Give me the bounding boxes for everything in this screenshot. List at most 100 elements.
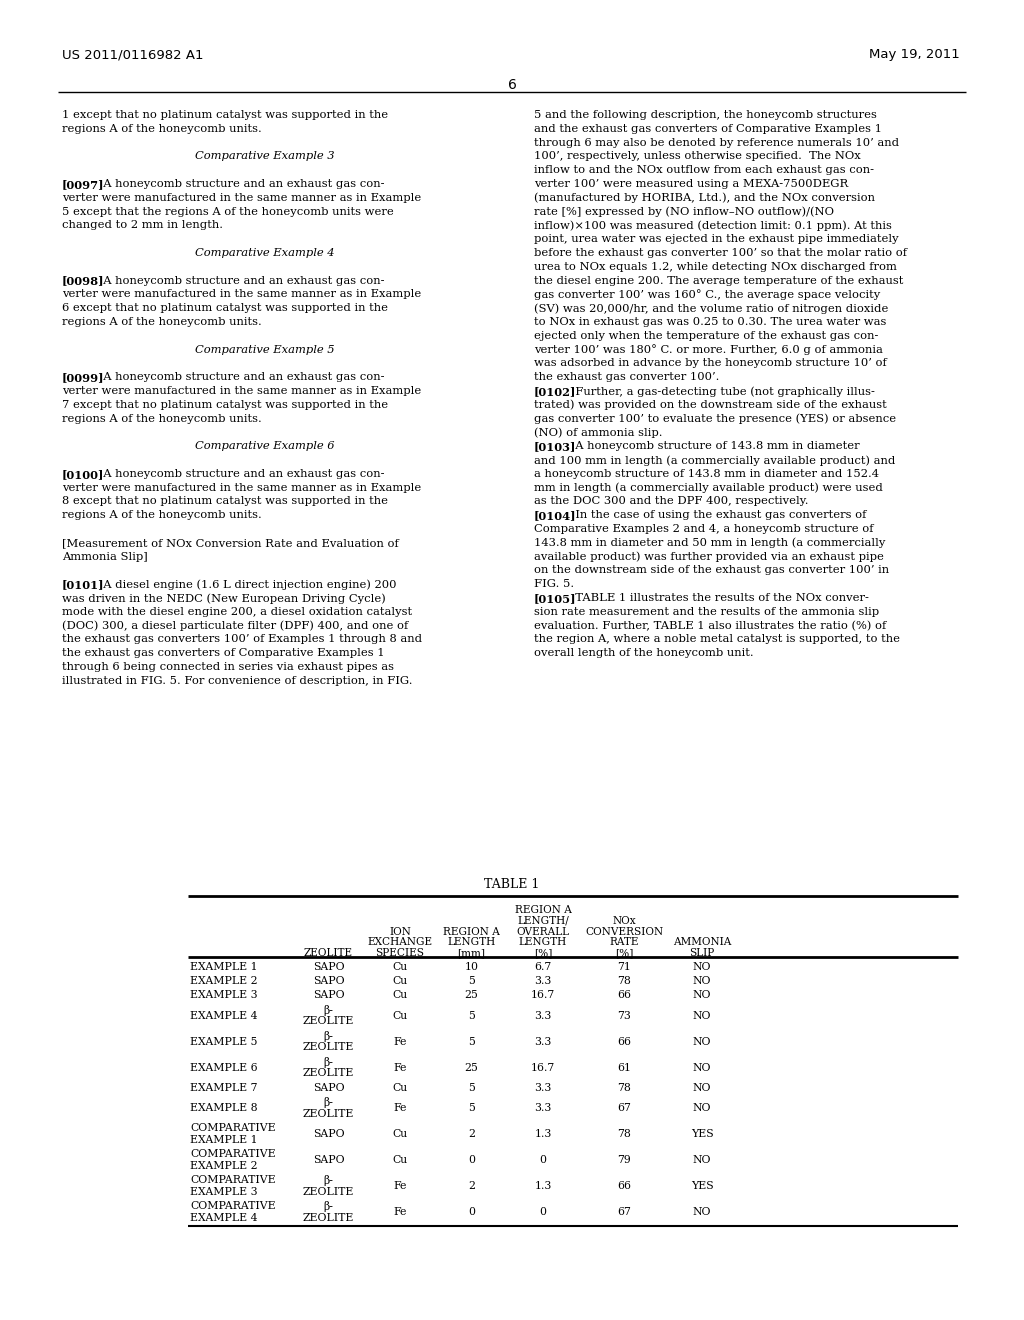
Text: [0104]: [0104] [534, 511, 577, 521]
Text: illustrated in FIG. ​5. For convenience of description, in FIG.: illustrated in FIG. ​5. For convenience … [62, 676, 413, 686]
Text: NO: NO [693, 1104, 712, 1113]
Text: COMPARATIVE: COMPARATIVE [190, 1201, 275, 1212]
Text: TABLE 1 illustrates the results of the NOx conver-: TABLE 1 illustrates the results of the N… [567, 593, 868, 603]
Text: FIG. ​5.: FIG. ​5. [534, 579, 574, 589]
Text: Cu: Cu [392, 1155, 408, 1166]
Text: β-: β- [324, 1201, 334, 1213]
Text: 5 except that the regions A of the honeycomb units were: 5 except that the regions A of the honey… [62, 207, 394, 216]
Text: 61: 61 [617, 1063, 632, 1073]
Text: 1.3: 1.3 [535, 1181, 552, 1191]
Text: 78: 78 [617, 975, 632, 986]
Text: sion rate measurement and the results of the ammonia slip: sion rate measurement and the results of… [534, 607, 880, 616]
Text: evaluation. Further, TABLE 1 also illustrates the ratio (%) of: evaluation. Further, TABLE 1 also illust… [534, 620, 886, 631]
Text: β-: β- [324, 1005, 334, 1016]
Text: A honeycomb structure and an exhaust gas con-: A honeycomb structure and an exhaust gas… [95, 276, 384, 285]
Text: Cu: Cu [392, 1082, 408, 1093]
Text: REGION A: REGION A [515, 906, 571, 915]
Text: before the exhaust gas converter ​100’ so that the molar ratio of: before the exhaust gas converter ​100’ s… [534, 248, 907, 257]
Text: Ammonia Slip]: Ammonia Slip] [62, 552, 147, 561]
Text: mm in length (a commercially available product) were used: mm in length (a commercially available p… [534, 483, 883, 494]
Text: was driven in the NEDC (New European Driving Cycle): was driven in the NEDC (New European Dri… [62, 593, 386, 603]
Text: EXAMPLE 4: EXAMPLE 4 [190, 1011, 257, 1020]
Text: available product) was further provided via an exhaust pipe: available product) was further provided … [534, 552, 884, 562]
Text: inflow to and the NOx outflow from each exhaust gas con-: inflow to and the NOx outflow from each … [534, 165, 874, 176]
Text: 66: 66 [617, 1181, 632, 1191]
Text: 3.3: 3.3 [535, 1011, 552, 1020]
Text: SAPO: SAPO [312, 1155, 344, 1166]
Text: 6 except that no platinum catalyst was supported in the: 6 except that no platinum catalyst was s… [62, 304, 388, 313]
Text: [0103]: [0103] [534, 441, 577, 453]
Text: the exhaust gas converter ​100’.: the exhaust gas converter ​100’. [534, 372, 720, 383]
Text: EXAMPLE 3: EXAMPLE 3 [190, 1187, 258, 1197]
Text: NO: NO [693, 975, 712, 986]
Text: 3.3: 3.3 [535, 975, 552, 986]
Text: β-: β- [324, 1176, 334, 1187]
Text: Cu: Cu [392, 990, 408, 1001]
Text: urea to NOx equals 1.2, while detecting NOx discharged from: urea to NOx equals 1.2, while detecting … [534, 261, 897, 272]
Text: verter were manufactured in the same manner as in Example: verter were manufactured in the same man… [62, 483, 421, 492]
Text: 67: 67 [617, 1208, 632, 1217]
Text: COMPARATIVE: COMPARATIVE [190, 1150, 275, 1159]
Text: EXAMPLE 8: EXAMPLE 8 [190, 1104, 258, 1113]
Text: 1 except that no platinum catalyst was supported in the: 1 except that no platinum catalyst was s… [62, 110, 388, 120]
Text: 100’, respectively, unless otherwise specified.  The NOx: 100’, respectively, unless otherwise spe… [534, 152, 861, 161]
Text: 5: 5 [468, 1011, 475, 1020]
Text: 1.3: 1.3 [535, 1129, 552, 1139]
Text: regions A of the honeycomb units.: regions A of the honeycomb units. [62, 413, 262, 424]
Text: 25: 25 [465, 1063, 478, 1073]
Text: A honeycomb structure and an exhaust gas con-: A honeycomb structure and an exhaust gas… [95, 469, 384, 479]
Text: EXAMPLE 1: EXAMPLE 1 [190, 1135, 258, 1144]
Text: EXCHANGE: EXCHANGE [368, 937, 432, 948]
Text: SAPO: SAPO [312, 975, 344, 986]
Text: A diesel engine (1.6 L direct injection engine) ​200: A diesel engine (1.6 L direct injection … [95, 579, 396, 590]
Text: 5: 5 [468, 1104, 475, 1113]
Text: EXAMPLE 2: EXAMPLE 2 [190, 1162, 258, 1171]
Text: SAPO: SAPO [312, 1082, 344, 1093]
Text: 67: 67 [617, 1104, 632, 1113]
Text: 66: 66 [617, 1036, 632, 1047]
Text: NO: NO [693, 1063, 712, 1073]
Text: NO: NO [693, 990, 712, 1001]
Text: AMMONIA: AMMONIA [673, 937, 731, 948]
Text: 5: 5 [468, 1036, 475, 1047]
Text: 6.7: 6.7 [535, 961, 552, 972]
Text: 25: 25 [465, 990, 478, 1001]
Text: YES: YES [690, 1129, 714, 1139]
Text: EXAMPLE 7: EXAMPLE 7 [190, 1082, 257, 1093]
Text: Further, a gas-detecting tube (not graphically illus-: Further, a gas-detecting tube (not graph… [567, 385, 874, 396]
Text: RATE: RATE [609, 937, 639, 948]
Text: point, urea water was ejected in the exhaust pipe immediately: point, urea water was ejected in the exh… [534, 234, 899, 244]
Text: (DOC) ​300, a diesel particulate filter (DPF) ​400, and one of: (DOC) ​300, a diesel particulate filter … [62, 620, 409, 631]
Text: verter ​100’ were measured using a MEXA-7500DEGR: verter ​100’ were measured using a MEXA-… [534, 180, 848, 189]
Text: Cu: Cu [392, 1011, 408, 1020]
Text: 16.7: 16.7 [530, 1063, 555, 1073]
Text: SAPO: SAPO [312, 961, 344, 972]
Text: EXAMPLE 1: EXAMPLE 1 [190, 961, 258, 972]
Text: YES: YES [690, 1181, 714, 1191]
Text: [0100]: [0100] [62, 469, 104, 479]
Text: (manufactured by HORIBA, Ltd.), and the NOx conversion: (manufactured by HORIBA, Ltd.), and the … [534, 193, 874, 203]
Text: the diesel engine ​200. The average temperature of the exhaust: the diesel engine ​200. The average temp… [534, 276, 903, 285]
Text: EXAMPLE 5: EXAMPLE 5 [190, 1036, 257, 1047]
Text: COMPARATIVE: COMPARATIVE [190, 1123, 275, 1134]
Text: changed to 2 mm in length.: changed to 2 mm in length. [62, 220, 223, 231]
Text: ZEOLITE: ZEOLITE [303, 1043, 354, 1052]
Text: REGION A: REGION A [443, 927, 500, 937]
Text: NO: NO [693, 961, 712, 972]
Text: ejected only when the temperature of the exhaust gas con-: ejected only when the temperature of the… [534, 331, 879, 341]
Text: [0098]: [0098] [62, 276, 104, 286]
Text: inflow)×100 was measured (detection limit: 0.1 ppm). At this: inflow)×100 was measured (detection limi… [534, 220, 892, 231]
Text: NO: NO [693, 1082, 712, 1093]
Text: [%]: [%] [615, 948, 634, 958]
Text: COMPARATIVE: COMPARATIVE [190, 1176, 275, 1185]
Text: 0: 0 [468, 1208, 475, 1217]
Text: LENGTH: LENGTH [447, 937, 496, 948]
Text: [mm]: [mm] [458, 948, 485, 958]
Text: NO: NO [693, 1208, 712, 1217]
Text: LENGTH: LENGTH [519, 937, 567, 948]
Text: [0101]: [0101] [62, 579, 104, 590]
Text: A honeycomb structure and an exhaust gas con-: A honeycomb structure and an exhaust gas… [95, 180, 384, 189]
Text: as the DOC ​300 and the DPF ​400, respectively.: as the DOC ​300 and the DPF ​400, respec… [534, 496, 809, 507]
Text: TABLE 1: TABLE 1 [484, 878, 540, 891]
Text: 0: 0 [468, 1155, 475, 1166]
